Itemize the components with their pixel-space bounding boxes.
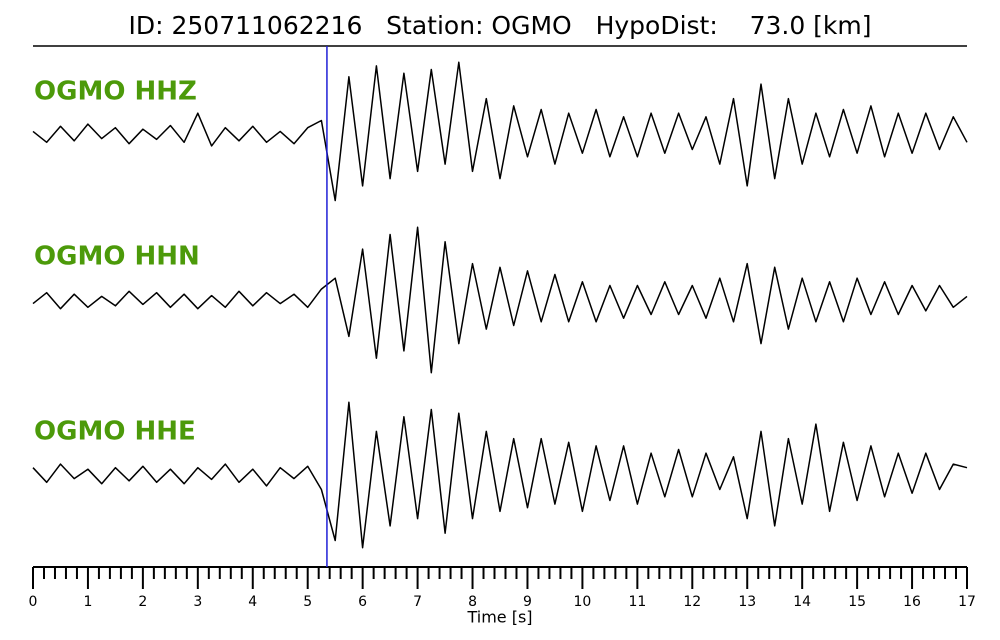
waveform <box>32 61 968 202</box>
x-tick-label: 13 <box>738 594 756 610</box>
x-tick-label: 0 <box>29 594 38 610</box>
x-tick-label: 4 <box>248 594 257 610</box>
x-tick-label: 5 <box>303 594 312 610</box>
x-tick-label: 8 <box>468 594 477 610</box>
x-tick-label: 2 <box>138 594 147 610</box>
x-tick-label: 14 <box>793 594 811 610</box>
trace-label: OGMO HHE <box>34 417 196 447</box>
x-tick-label: 7 <box>413 594 422 610</box>
x-tick-label: 17 <box>958 594 976 610</box>
x-tick-label: 10 <box>573 594 591 610</box>
x-tick-label: 12 <box>683 594 701 610</box>
x-tick-label: 16 <box>903 594 921 610</box>
waveform <box>32 226 968 374</box>
chart-title: ID: 250711062216 Station: OGMO HypoDist:… <box>128 11 871 40</box>
x-tick-label: 11 <box>628 594 646 610</box>
x-tick-label: 9 <box>523 594 532 610</box>
x-tick-label: 15 <box>848 594 866 610</box>
x-tick-label: 1 <box>83 594 92 610</box>
x-axis-label: Time [s] <box>466 608 532 627</box>
x-tick-label: 6 <box>358 594 367 610</box>
x-tick-label: 3 <box>193 594 202 610</box>
trace-label: OGMO HHN <box>34 242 200 272</box>
waveform <box>32 401 968 549</box>
trace-label: OGMO HHZ <box>34 77 197 107</box>
